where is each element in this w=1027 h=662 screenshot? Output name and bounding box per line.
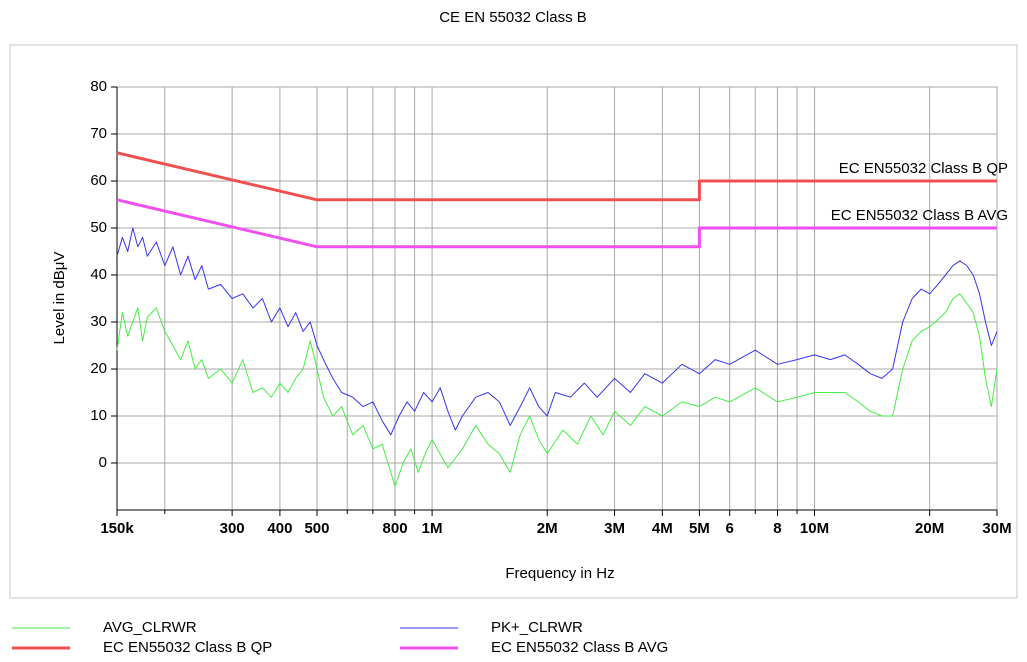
series-line — [116, 227, 998, 436]
series-line — [116, 293, 998, 487]
x-tick-label: 30M — [982, 520, 1011, 537]
y-tick-label: 80 — [90, 78, 107, 95]
y-tick-label: 30 — [90, 313, 107, 330]
y-tick-label: 0 — [99, 454, 107, 471]
x-tick-label: 800 — [383, 520, 408, 537]
x-tick-label: 400 — [267, 520, 292, 537]
x-tick-label: 8 — [773, 520, 781, 537]
y-tick-label: 50 — [90, 219, 107, 236]
series-line — [116, 151, 997, 202]
x-tick-label: 20M — [915, 520, 944, 537]
y-axis-label: Level in dBμV — [51, 252, 68, 345]
x-tick-label: 500 — [304, 520, 329, 537]
y-tick-label: 60 — [90, 172, 107, 189]
chart-title: CE EN 55032 Class B — [439, 9, 587, 26]
y-tick-label: 70 — [90, 125, 107, 142]
x-tick-label: 4M — [652, 520, 673, 537]
plot-area — [116, 86, 998, 511]
legend-label: AVG_CLRWR — [103, 619, 197, 636]
x-tick-label: 2M — [537, 520, 558, 537]
legend-label: PK+_CLRWR — [491, 619, 583, 636]
x-tick-label: 10M — [800, 520, 829, 537]
series-inline-label: EC EN55032 Class B AVG — [831, 207, 1008, 224]
series-line — [116, 198, 997, 249]
legend-label: EC EN55032 Class B QP — [103, 639, 272, 656]
legend-label: EC EN55032 Class B AVG — [491, 639, 668, 656]
y-tick-label: 20 — [90, 360, 107, 377]
y-tick-label: 10 — [90, 407, 107, 424]
x-tick-label: 5M — [689, 520, 710, 537]
x-tick-label: 6 — [726, 520, 734, 537]
x-tick-label: 300 — [220, 520, 245, 537]
x-tick-label: 1M — [422, 520, 443, 537]
x-tick-label: 3M — [604, 520, 625, 537]
x-tick-label: 150k — [100, 520, 134, 537]
series-inline-label: EC EN55032 Class B QP — [839, 160, 1008, 177]
x-axis-label: Frequency in Hz — [505, 565, 614, 582]
y-tick-label: 40 — [90, 266, 107, 283]
